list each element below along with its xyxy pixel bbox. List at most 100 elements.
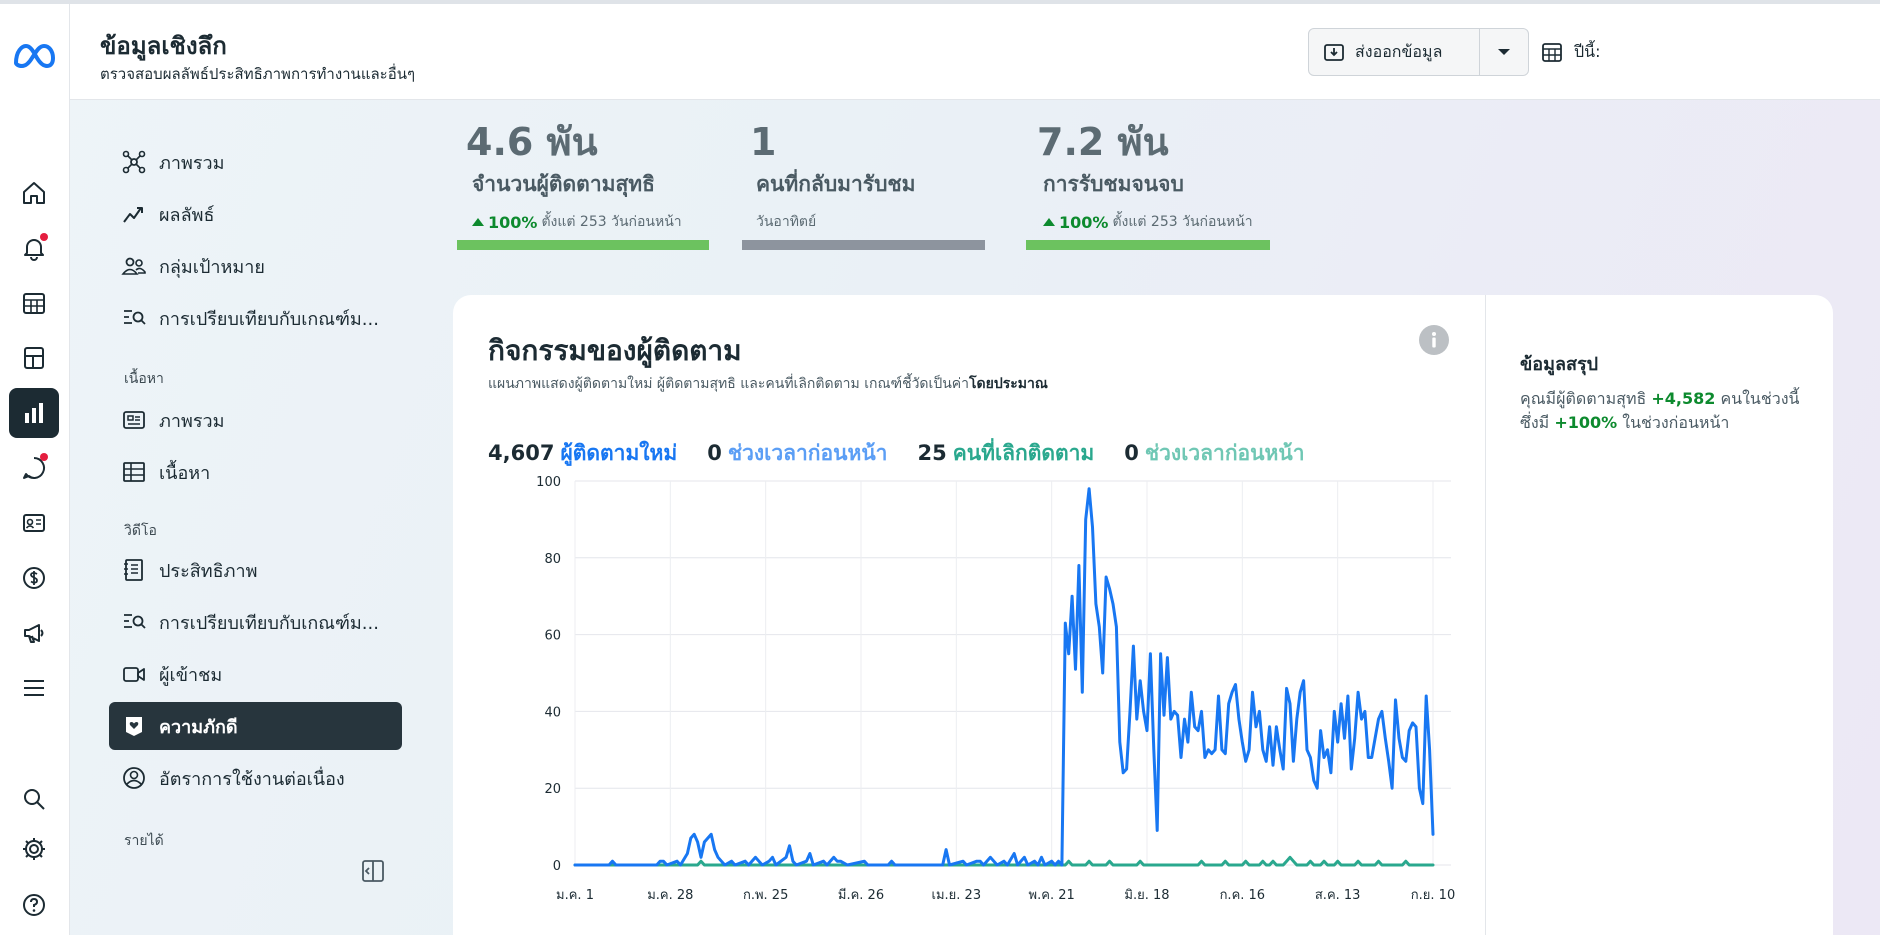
date-range-picker[interactable]: ปีนี้: bbox=[1540, 28, 1600, 76]
summary-text-part: ในช่วงก่อนหน้า bbox=[1622, 413, 1730, 432]
follower-activity-card: กิจกรรมของผู้ติดตาม แผนภาพแสดงผู้ติดตามใ… bbox=[453, 295, 1833, 935]
metric-bar bbox=[457, 240, 709, 250]
nav-label: อัตราการใช้งานต่อเนื่อง bbox=[159, 768, 345, 790]
legend-unfollows[interactable]: 25 คนที่เลิกติดตาม bbox=[917, 437, 1094, 470]
gear-icon[interactable] bbox=[9, 824, 59, 874]
menu-icon[interactable] bbox=[9, 663, 59, 713]
up-arrow-icon bbox=[472, 218, 484, 226]
metric-delta-percent: 100% bbox=[1059, 212, 1109, 232]
metric-delta-percent: 100% bbox=[488, 212, 538, 232]
nav-label: เนื้อหา bbox=[159, 462, 211, 484]
contact-card-icon[interactable] bbox=[9, 498, 59, 548]
date-range-label: ปีนี้: bbox=[1574, 41, 1601, 61]
section-video: วิดีโอ bbox=[124, 523, 157, 539]
metric-delta-text: ตั้งแต่ 253 วันก่อนหน้า bbox=[1112, 214, 1253, 230]
nav-label: ภาพรวม bbox=[159, 410, 225, 432]
trend-icon bbox=[123, 207, 143, 223]
up-arrow-icon bbox=[1043, 218, 1055, 226]
nav-benchmarking[interactable]: การเปรียบเทียบกับเกณฑ์ม... bbox=[109, 294, 402, 342]
series-line bbox=[573, 487, 1435, 867]
metric-watch-through[interactable]: 7.2 พัน การรับชมจนจบ 100% ตั้งแต่ 253 วั… bbox=[1037, 118, 1253, 233]
loyalty-badge-icon bbox=[126, 717, 142, 736]
metric-delta: 100% ตั้งแต่ 253 วันก่อนหน้า bbox=[472, 211, 682, 233]
metric-label: การรับชมจนจบ bbox=[1043, 172, 1184, 196]
x-tick-label: ส.ค. 13 bbox=[1315, 888, 1361, 903]
legend-unfollows-previous[interactable]: 0 ช่วงเวลาก่อนหน้า bbox=[1124, 437, 1304, 470]
collapse-sidebar-icon[interactable] bbox=[360, 858, 388, 886]
page-title: ข้อมูลเชิงลึก bbox=[100, 32, 227, 60]
chat-icon[interactable] bbox=[9, 443, 59, 493]
search-list-icon bbox=[124, 614, 146, 629]
search-icon[interactable] bbox=[9, 774, 59, 824]
legend-value: 25 bbox=[917, 441, 947, 465]
metric-bar bbox=[742, 240, 985, 250]
nav-overview[interactable]: ภาพรวม bbox=[109, 138, 402, 186]
metric-bar bbox=[1026, 240, 1270, 250]
nav-viewers[interactable]: ผู้เข้าชม bbox=[109, 650, 402, 698]
home-icon[interactable] bbox=[9, 168, 59, 218]
insights-icon[interactable] bbox=[9, 388, 59, 438]
summary-percent: +100% bbox=[1554, 413, 1618, 432]
summary-net-followers: +4,582 bbox=[1651, 389, 1716, 408]
pages-icon[interactable] bbox=[9, 333, 59, 383]
card-description-bold: โดยประมาณ bbox=[969, 376, 1048, 392]
x-tick-label: มิ.ย. 18 bbox=[1124, 888, 1169, 903]
metric-net-followers[interactable]: 4.6 พัน จำนวนผู้ติดตามสุทธิ 100% ตั้งแต่… bbox=[466, 118, 682, 233]
x-tick-label: มี.ค. 26 bbox=[838, 887, 884, 903]
follower-activity-chart[interactable]: 0 20 40 60 80 100 ม.ค. 1 ม.ค. 28 ก.พ. 25 มี.ค. 26… bbox=[453, 475, 1483, 935]
card-description-text: แผนภาพแสดงผู้ติดตามใหม่ ผู้ติดตามสุทธิ แ… bbox=[488, 376, 969, 392]
nav-label: ความภักดี bbox=[159, 716, 238, 738]
card-description: แผนภาพแสดงผู้ติดตามใหม่ ผู้ติดตามสุทธิ แ… bbox=[488, 373, 1048, 395]
y-tick-label: 60 bbox=[544, 629, 561, 644]
calendar-icon[interactable] bbox=[9, 278, 59, 328]
export-data-button[interactable]: ส่งออกข้อมูล bbox=[1308, 28, 1480, 76]
nav-retention[interactable]: อัตราการใช้งานต่อเนื่อง bbox=[109, 754, 402, 802]
card-title: กิจกรรมของผู้ติดตาม bbox=[488, 334, 742, 367]
card-divider bbox=[1485, 295, 1486, 935]
legend-value: 0 bbox=[707, 441, 722, 465]
download-icon bbox=[1324, 44, 1344, 61]
chart-legend: 4,607 ผู้ติดตามใหม่ 0 ช่วงเวลาก่อนหน้า 25 ค… bbox=[488, 437, 1305, 470]
y-tick-label: 80 bbox=[544, 552, 561, 567]
metric-value: 1 bbox=[750, 120, 777, 164]
meta-logo-icon[interactable] bbox=[10, 32, 58, 80]
bell-icon[interactable] bbox=[9, 223, 59, 273]
y-tick-label: 20 bbox=[544, 782, 561, 797]
nav-audience[interactable]: กลุ่มเป้าหมาย bbox=[109, 242, 402, 290]
nav-video-benchmarking[interactable]: การเปรียบเทียบกับเกณฑ์ม... bbox=[109, 598, 402, 646]
people-icon bbox=[121, 257, 146, 275]
legend-new-followers-previous[interactable]: 0 ช่วงเวลาก่อนหน้า bbox=[707, 437, 887, 470]
network-icon bbox=[122, 150, 146, 174]
metric-returning-viewers[interactable]: 1 คนที่กลับมารับชม วันอาทิตย์ bbox=[750, 118, 916, 233]
page-header: ข้อมูลเชิงลึก ตรวจสอบผลลัพธ์ประสิทธิภาพก… bbox=[70, 4, 1880, 100]
x-tick-label: ม.ค. 1 bbox=[556, 888, 594, 903]
x-tick-label: ก.ย. 10 bbox=[1411, 888, 1455, 903]
nav-results[interactable]: ผลลัพธ์ bbox=[109, 190, 402, 238]
caret-down-icon bbox=[1498, 49, 1510, 55]
series-line bbox=[573, 855, 1435, 867]
page-subtitle: ตรวจสอบผลลัพธ์ประสิทธิภาพการทำงานและอื่น… bbox=[100, 65, 416, 83]
user-circle-icon bbox=[123, 767, 145, 789]
legend-value: 0 bbox=[1124, 441, 1139, 465]
legend-new-followers[interactable]: 4,607 ผู้ติดตามใหม่ bbox=[488, 437, 677, 470]
notification-dot bbox=[40, 233, 48, 241]
legend-label: ผู้ติดตามใหม่ bbox=[560, 441, 678, 465]
nav-loyalty[interactable]: ความภักดี bbox=[109, 702, 402, 750]
summary-text-part: คุณมีผู้ติดตามสุทธิ bbox=[1520, 389, 1647, 408]
nav-content-overview[interactable]: ภาพรวม bbox=[109, 396, 402, 444]
help-icon[interactable] bbox=[9, 880, 59, 930]
nav-label: ประสิทธิภาพ bbox=[159, 560, 258, 582]
metric-value: 7.2 พัน bbox=[1037, 120, 1169, 164]
export-options-dropdown[interactable] bbox=[1479, 28, 1529, 76]
summary-text: คุณมีผู้ติดตามสุทธิ +4,582 คนในช่วงนี้ ซ… bbox=[1520, 387, 1820, 435]
app-rail bbox=[0, 4, 70, 935]
video-camera-icon bbox=[123, 667, 145, 682]
y-tick-label: 100 bbox=[536, 475, 561, 490]
summary-title: ข้อมูลสรุป bbox=[1520, 354, 1599, 375]
megaphone-icon[interactable] bbox=[9, 608, 59, 658]
nav-content[interactable]: เนื้อหา bbox=[109, 448, 402, 496]
dollar-icon[interactable] bbox=[9, 553, 59, 603]
info-icon[interactable] bbox=[1419, 325, 1449, 355]
nav-performance[interactable]: ประสิทธิภาพ bbox=[109, 546, 402, 594]
section-content: เนื้อหา bbox=[124, 371, 164, 387]
